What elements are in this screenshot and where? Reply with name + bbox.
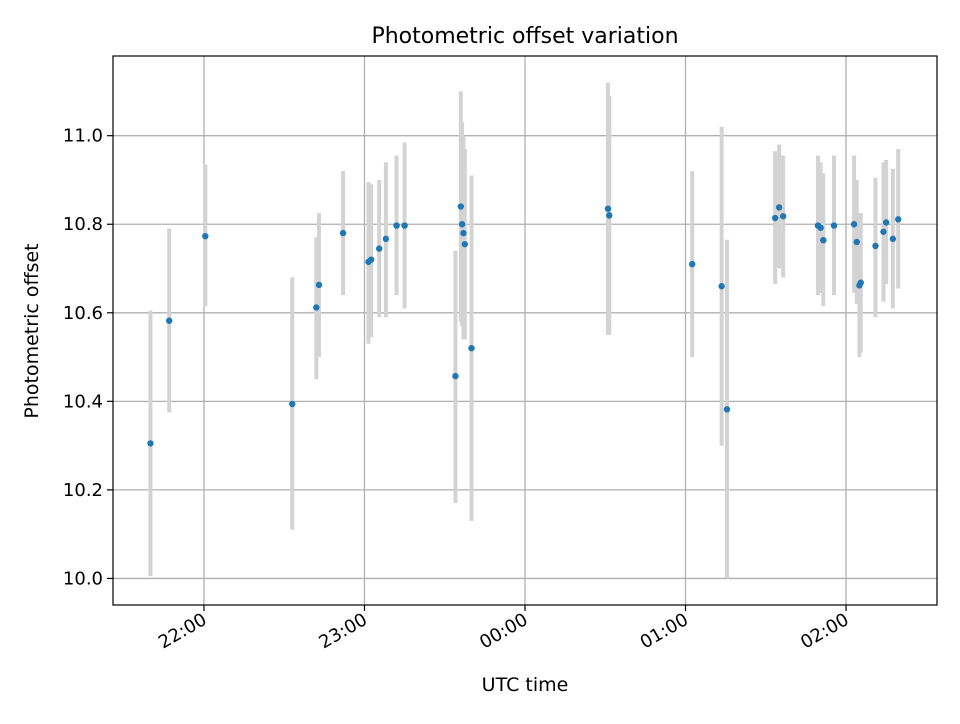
data-point <box>882 219 890 226</box>
data-points <box>147 203 902 447</box>
data-point <box>375 245 383 252</box>
y-tick-label: 10.6 <box>63 303 103 324</box>
data-point <box>689 260 696 268</box>
chart-title: Photometric offset variation <box>371 24 678 49</box>
data-point <box>771 214 779 222</box>
data-point <box>202 232 209 240</box>
data-point <box>401 222 408 229</box>
data-point <box>457 203 464 210</box>
data-point <box>604 205 612 212</box>
data-point <box>393 222 400 229</box>
data-point <box>857 279 864 286</box>
data-point <box>165 317 173 324</box>
data-point <box>382 235 390 243</box>
data-point <box>880 228 887 235</box>
y-axis-label: Photometric offset <box>21 243 43 418</box>
data-point <box>458 221 466 228</box>
x-axis-label: UTC time <box>482 674 569 696</box>
y-tick-label: 10.0 <box>63 568 103 589</box>
data-point <box>147 440 154 447</box>
data-point <box>289 400 296 408</box>
data-point <box>872 242 879 250</box>
y-tick-label: 11.0 <box>63 126 103 147</box>
y-tick-label: 10.8 <box>63 214 103 235</box>
data-point <box>817 224 824 231</box>
data-point <box>460 229 467 237</box>
data-point <box>718 283 725 290</box>
data-point <box>606 212 613 219</box>
data-point <box>820 236 827 244</box>
data-point <box>461 240 469 248</box>
y-tick-label: 10.2 <box>63 480 103 501</box>
data-point <box>313 304 320 311</box>
data-point <box>723 406 731 413</box>
data-point <box>315 281 323 289</box>
data-point <box>779 213 787 220</box>
data-point <box>830 222 838 229</box>
data-point <box>775 204 783 211</box>
y-axis-ticks: 10.0 10.2 10.4 10.6 10.8 11.0 <box>63 126 113 589</box>
data-point <box>853 238 860 246</box>
data-point <box>339 229 347 237</box>
data-point <box>895 216 902 223</box>
y-tick-label: 10.4 <box>63 391 103 412</box>
data-point <box>367 256 375 263</box>
data-point <box>850 221 858 228</box>
grid <box>113 56 937 605</box>
data-point <box>452 372 459 380</box>
data-point <box>468 345 475 352</box>
data-point <box>889 235 897 243</box>
